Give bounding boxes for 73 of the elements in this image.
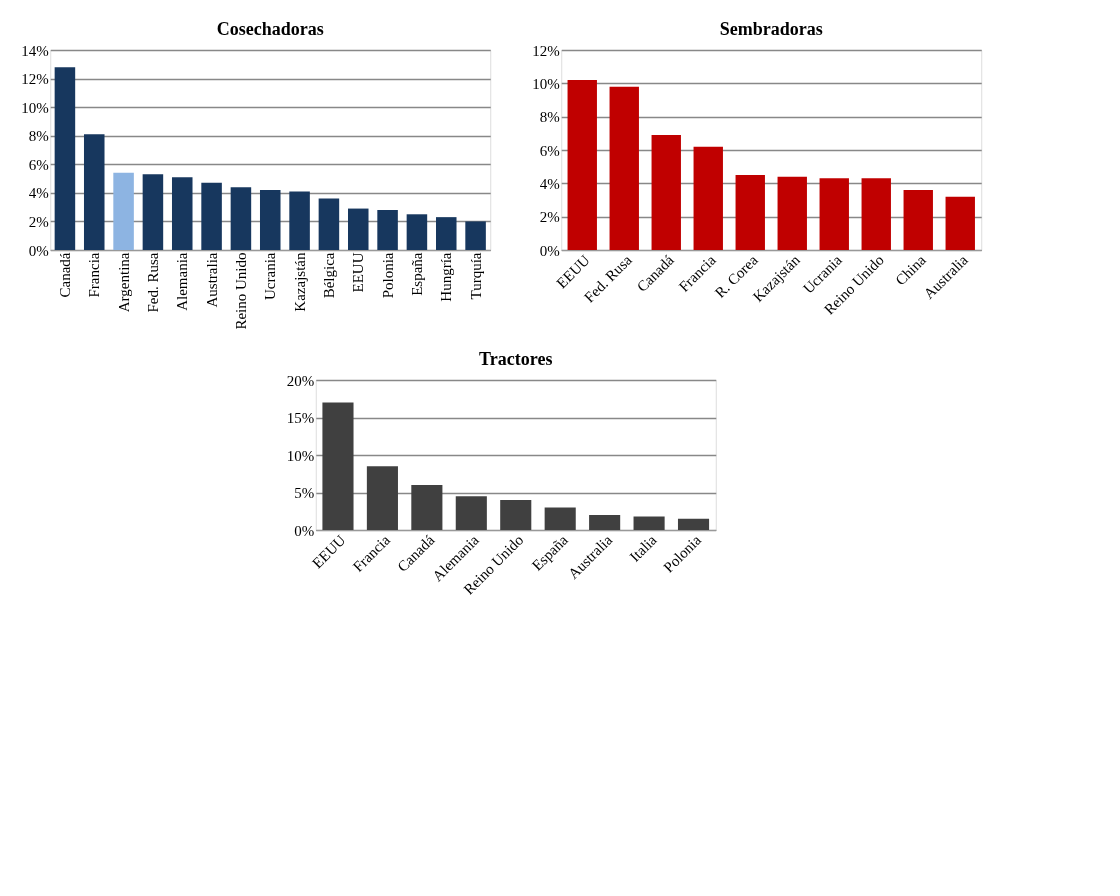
chart-title: Sembradoras <box>719 19 823 39</box>
bar <box>377 210 398 250</box>
bar <box>230 187 252 250</box>
bar <box>589 515 621 530</box>
bar <box>259 190 281 250</box>
x-tick-label: Bélgica <box>320 252 337 299</box>
x-tick-label: Ucrania <box>262 252 279 300</box>
bar <box>651 135 681 250</box>
y-tick-label: 12% <box>532 42 560 59</box>
y-tick-label: 0% <box>539 242 560 259</box>
bar <box>113 172 134 250</box>
y-tick-label: 2% <box>539 209 560 226</box>
bar <box>633 516 665 530</box>
y-tick-label: 8% <box>28 128 49 145</box>
x-tick-label: EEUU <box>350 252 367 293</box>
y-tick-label: 12% <box>21 71 49 88</box>
x-tick-label: Polonia <box>379 252 396 299</box>
bar <box>322 402 354 530</box>
bar <box>567 80 597 250</box>
bar <box>347 208 369 250</box>
bar <box>411 485 443 530</box>
bar <box>677 518 710 530</box>
x-tick-label: Argentina <box>115 252 132 313</box>
chart-title: Cosechadoras <box>216 19 324 39</box>
bar <box>83 134 105 250</box>
bar <box>435 217 457 250</box>
bar <box>54 67 76 250</box>
bar <box>500 500 532 530</box>
bar <box>406 214 428 250</box>
bar <box>903 190 933 250</box>
x-tick-label: Reino Unido <box>232 252 249 330</box>
bar <box>861 178 891 250</box>
y-tick-label: 6% <box>539 142 560 159</box>
y-tick-label: 4% <box>28 185 49 202</box>
x-tick-label: Alemania <box>174 252 191 311</box>
chart-title: Tractores <box>479 349 553 369</box>
bar <box>609 86 639 250</box>
bar <box>777 176 807 250</box>
bar <box>142 174 164 250</box>
bar <box>171 177 193 250</box>
y-tick-label: 10% <box>21 99 49 116</box>
bar <box>289 191 310 250</box>
y-tick-label: 20% <box>286 372 315 389</box>
bar <box>945 196 975 250</box>
bar <box>455 496 487 530</box>
bar <box>735 175 765 250</box>
x-tick-label: Turquía <box>467 252 484 300</box>
y-tick-label: 2% <box>28 213 49 230</box>
y-tick-label: 10% <box>532 75 560 92</box>
x-tick-label: Italia <box>626 531 660 565</box>
y-tick-label: 10% <box>286 447 315 464</box>
bar <box>366 466 398 530</box>
y-tick-label: 0% <box>28 242 49 259</box>
x-tick-label: Canadá <box>56 252 73 298</box>
bar <box>318 198 340 250</box>
y-tick-label: 5% <box>294 485 315 501</box>
y-tick-label: 4% <box>539 175 560 192</box>
bar <box>544 507 576 530</box>
bar <box>465 221 486 250</box>
x-tick-label: Hungría <box>438 252 455 302</box>
y-tick-label: 6% <box>28 156 49 173</box>
x-tick-label: Francia <box>86 252 103 298</box>
x-tick-label: Australia <box>203 252 220 308</box>
bar <box>201 182 222 250</box>
y-tick-label: 14% <box>21 42 49 59</box>
y-tick-label: 15% <box>286 410 315 426</box>
y-tick-label: 8% <box>539 109 560 126</box>
y-tick-label: 0% <box>294 522 315 539</box>
bar <box>819 178 849 250</box>
x-tick-label: España <box>408 252 425 296</box>
x-tick-label: Fed. Rusa <box>144 252 161 313</box>
bar <box>693 146 723 250</box>
x-tick-label: Kazajstán <box>291 252 308 312</box>
